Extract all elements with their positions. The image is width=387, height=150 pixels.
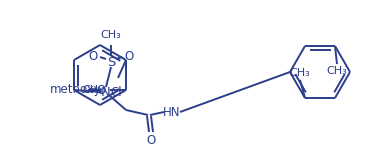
- Text: HN: HN: [163, 105, 181, 118]
- Text: O: O: [88, 51, 98, 63]
- Text: CH₃: CH₃: [289, 68, 310, 78]
- Text: O: O: [146, 135, 156, 147]
- Text: S: S: [107, 56, 115, 69]
- Text: methoxy: methoxy: [50, 84, 102, 96]
- Text: CH₃: CH₃: [82, 85, 103, 95]
- Text: CH₃: CH₃: [327, 66, 348, 76]
- Text: Cl: Cl: [110, 86, 122, 99]
- Text: O: O: [124, 51, 134, 63]
- Text: O: O: [97, 84, 106, 96]
- Text: N: N: [101, 85, 111, 99]
- Text: CH₃: CH₃: [101, 30, 122, 40]
